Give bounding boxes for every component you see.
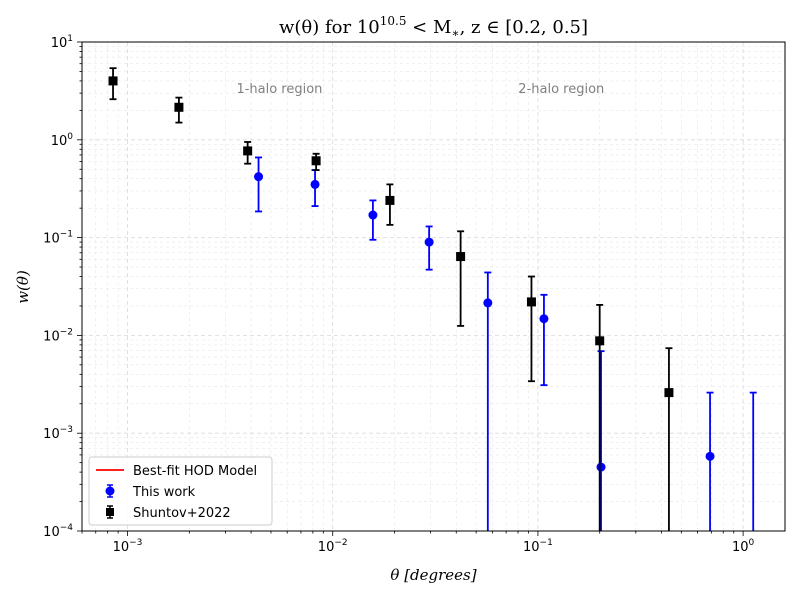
data-point xyxy=(664,388,674,398)
data-point xyxy=(108,76,118,86)
legend: Best-fit HOD Model This work Shuntov+202… xyxy=(88,456,273,526)
plot-frame xyxy=(81,41,786,532)
y-tick-label: 10−2 xyxy=(43,327,73,344)
data-point xyxy=(526,297,536,307)
data-point xyxy=(310,179,320,189)
x-tick-label: 10−3 xyxy=(113,538,143,555)
annotation-2-halo: 2-halo region xyxy=(518,82,604,97)
y-axis-label: w(θ) xyxy=(14,270,32,304)
data-point xyxy=(368,210,378,220)
legend-marker-this-work xyxy=(105,486,115,496)
data-point xyxy=(596,462,606,472)
x-tick-label: 10−1 xyxy=(523,538,553,555)
data-point xyxy=(456,252,466,262)
data-point xyxy=(483,298,493,308)
data-point xyxy=(311,156,321,166)
data-point xyxy=(705,451,715,461)
chart-title: w(θ) for 1010.5 < M∗, z ∈ [0.2, 0.5] xyxy=(279,14,588,40)
data-point xyxy=(539,314,549,324)
y-tick-label: 100 xyxy=(51,132,74,149)
legend-box xyxy=(88,456,273,526)
series-shuntov-2022 xyxy=(108,67,674,531)
data-point xyxy=(595,336,605,346)
annotation-1-halo: 1-halo region xyxy=(236,82,322,97)
y-tick-label: 10−1 xyxy=(43,230,73,247)
data-point xyxy=(424,237,434,247)
legend-marker-shuntov xyxy=(106,508,114,516)
y-tick-label: 10−4 xyxy=(43,523,73,540)
y-tick-label: 10−3 xyxy=(43,425,73,442)
data-point xyxy=(174,102,184,112)
legend-label-hod: Best-fit HOD Model xyxy=(133,464,257,479)
y-tick-label: 101 xyxy=(51,34,73,51)
data-series xyxy=(108,67,757,531)
legend-label-this-work: This work xyxy=(132,485,196,500)
x-axis-label: θ [degrees] xyxy=(390,566,476,584)
data-point xyxy=(243,146,253,156)
data-point xyxy=(385,195,395,205)
axis-ticks: 10−3 10−2 10−1 100 10−4 10−3 10−2 10−1 100 101 xyxy=(43,34,754,555)
legend-label-shuntov: Shuntov+2022 xyxy=(133,506,231,521)
x-tick-label: 100 xyxy=(732,538,755,555)
x-tick-label: 10−2 xyxy=(318,538,348,555)
data-point xyxy=(254,172,264,182)
